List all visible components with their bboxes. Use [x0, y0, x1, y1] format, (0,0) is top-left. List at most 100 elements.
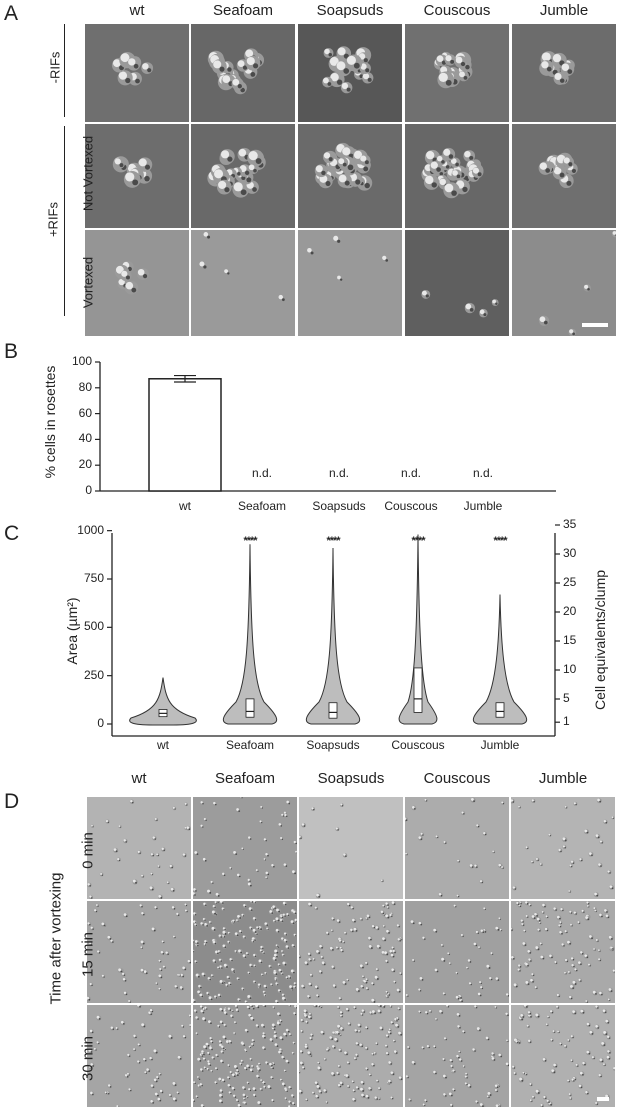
panel-d-micrograph [511, 797, 615, 899]
panel-d-micrograph [299, 797, 403, 899]
violin-chart-y2label: Cell equivalents/clump [592, 569, 608, 711]
y-tick-label: 1000 [77, 522, 104, 537]
panel-c-label: C [4, 522, 20, 545]
box [495, 702, 505, 718]
y2-tick-label: 35 [563, 517, 577, 531]
violin [472, 594, 528, 725]
bar-chart [95, 361, 556, 492]
y2-tick-label: 10 [563, 662, 577, 676]
violin [129, 677, 197, 726]
col-label-soapsuds: Soapsuds [317, 770, 385, 787]
violin-chart [107, 524, 560, 737]
x-tick-label: Couscous [384, 499, 438, 513]
box [328, 702, 338, 719]
panel-a-micrograph [191, 230, 295, 336]
minus-rifs-bracket [64, 24, 65, 117]
x-tick-label: Jumble [463, 499, 503, 513]
y2-tick-label: 20 [563, 604, 577, 618]
panel-a-micrograph [512, 24, 616, 122]
panel-a-micrograph [85, 230, 189, 336]
panel-d-micrograph [193, 797, 297, 899]
y-tick-label: 0 [97, 716, 104, 730]
row-label-0-min: 0 min [79, 832, 97, 869]
panel-d-micrograph [87, 1005, 191, 1107]
x-tick-label: wt [179, 499, 191, 513]
y-tick-label: 20 [78, 457, 92, 472]
panel-d-micrograph [405, 901, 509, 1003]
significance-marker: **** [326, 535, 340, 547]
y2-tick-label: 1 [563, 714, 570, 729]
col-label-couscous: Couscous [423, 2, 491, 19]
violin [222, 544, 278, 725]
value-label: n.d. [400, 466, 421, 480]
panel-a-micrograph [405, 24, 509, 122]
time-after-vortexing-label: Time after vortexing [47, 872, 65, 1005]
x-tick-label: Couscous [391, 738, 445, 752]
plus-rifs-bracket [64, 126, 65, 316]
panel-a-micrograph [405, 124, 509, 228]
value-label: n.d. [472, 466, 493, 480]
significance-marker: **** [243, 535, 257, 547]
y2-tick-label: 25 [563, 575, 577, 589]
x-tick-label: Seafoam [225, 738, 275, 752]
y-tick-label: 40 [78, 431, 92, 446]
panel-a-micrograph [85, 24, 189, 122]
x-tick-label: Seafoam [237, 499, 287, 513]
panel-a-micrograph [298, 24, 402, 122]
panel-d-micrograph [299, 901, 403, 1003]
y-tick-label: 500 [83, 619, 104, 634]
y-tick-label: 250 [83, 667, 104, 682]
y2-tick-label: 5 [563, 691, 570, 705]
panel-d-micrograph [87, 901, 191, 1003]
violin [305, 548, 361, 725]
panel-d-micrograph [193, 1005, 297, 1107]
col-label-soapsuds: Soapsuds [316, 2, 384, 19]
box [245, 698, 255, 718]
x-tick-label: Soapsuds [306, 738, 360, 752]
col-label-seafoam: Seafoam [212, 2, 274, 19]
panel-d-micrograph [405, 1005, 509, 1107]
y-tick-label: 0 [85, 483, 92, 497]
col-label-jumble: Jumble [538, 770, 588, 787]
panel-d-micrograph [193, 901, 297, 1003]
y-tick-label: 750 [83, 571, 104, 585]
panel-a-micrograph [85, 124, 189, 228]
x-tick-label: Jumble [480, 738, 520, 752]
panel-d-label: D [4, 790, 20, 813]
significance-marker: **** [411, 535, 425, 547]
col-label-wt: wt [129, 2, 145, 19]
bar [148, 378, 222, 492]
y2-tick-label: 15 [563, 633, 577, 647]
row-label-15-min: 15 min [79, 931, 97, 978]
panel-d-micrograph [511, 1005, 615, 1107]
col-label-couscous: Couscous [423, 770, 491, 787]
violin [398, 534, 438, 725]
y-tick-label: 60 [78, 405, 92, 420]
panel-a-micrograph [512, 230, 616, 336]
panel-d-micrograph [511, 901, 615, 1003]
panel-a-micrograph [191, 124, 295, 228]
col-label-seafoam: Seafoam [214, 770, 276, 787]
value-label: n.d. [251, 466, 272, 480]
panel-a-micrograph [191, 24, 295, 122]
panel-a-micrograph [298, 124, 402, 228]
y-tick-label: 80 [78, 379, 92, 394]
col-label-jumble: Jumble [539, 2, 589, 19]
significance-marker: **** [493, 535, 507, 547]
panel-d-micrograph [87, 797, 191, 899]
y2-tick-label: 30 [563, 546, 577, 560]
y-tick-label: 100 [71, 354, 92, 368]
box [413, 667, 423, 713]
panel-a-micrograph [512, 124, 616, 228]
value-label: n.d. [328, 466, 349, 480]
col-label-wt: wt [131, 770, 147, 787]
panel-a-micrograph [405, 230, 509, 336]
row-label-30-min: 30 min [79, 1035, 97, 1082]
x-tick-label: Soapsuds [312, 499, 366, 513]
panel-d-micrograph [405, 797, 509, 899]
x-tick-label: wt [157, 738, 169, 752]
panel-a-label: A [4, 2, 19, 25]
panel-b-label: B [4, 340, 19, 363]
panel-a-micrograph [298, 230, 402, 336]
panel-d-micrograph [299, 1005, 403, 1107]
